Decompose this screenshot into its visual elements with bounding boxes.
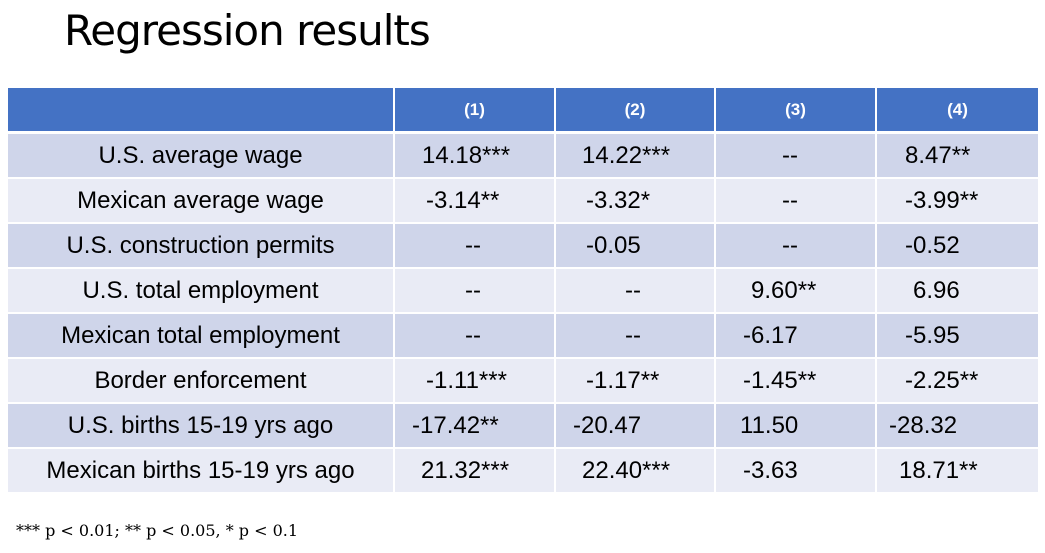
table-header-row: (1) (2) (3) (4) — [8, 88, 1038, 134]
coefficient-cell: 14.18*** — [394, 132, 556, 179]
table-row: Mexican average wage -3.14** -3.32* -- -… — [8, 178, 1038, 224]
coefficient-cell: -- — [394, 268, 556, 314]
coefficient-cell: 21.32*** — [394, 448, 556, 494]
coefficient-cell: -- — [394, 313, 556, 359]
coefficient-cell: -3.99** — [876, 178, 1038, 224]
coefficient-cell: -- — [715, 178, 877, 224]
row-label: Border enforcement — [8, 358, 395, 404]
table-row: Border enforcement -1.11*** -1.17** -1.4… — [8, 358, 1038, 404]
coefficient-cell: 6.96 — [876, 268, 1038, 314]
table-row: U.S. births 15-19 yrs ago -17.42** -20.4… — [8, 403, 1038, 449]
table-row: Mexican births 15-19 yrs ago 21.32*** 22… — [8, 448, 1038, 494]
table-row: Mexican total employment -- -- -6.17 -5.… — [8, 313, 1038, 359]
coefficient-cell: 8.47** — [876, 132, 1038, 179]
coefficient-cell: -3.32* — [555, 178, 716, 224]
row-label: Mexican total employment — [8, 313, 395, 359]
column-header-variable — [8, 88, 395, 134]
coefficient-cell: 22.40*** — [555, 448, 716, 494]
coefficient-cell: -- — [715, 223, 877, 269]
coefficient-cell: -20.47 — [555, 403, 716, 449]
coefficient-cell: -- — [555, 268, 716, 314]
slide-title: Regression results — [64, 6, 431, 55]
coefficient-cell: -17.42** — [394, 403, 556, 449]
column-header-1: (1) — [394, 88, 556, 134]
coefficient-cell: -3.14** — [394, 178, 556, 224]
coefficient-cell: -2.25** — [876, 358, 1038, 404]
coefficient-cell: -0.52 — [876, 223, 1038, 269]
table-row: U.S. average wage 14.18*** 14.22*** -- 8… — [8, 132, 1038, 179]
row-label: U.S. average wage — [8, 132, 395, 179]
coefficient-cell: 18.71** — [876, 448, 1038, 494]
coefficient-cell: -0.05 — [555, 223, 716, 269]
column-header-2: (2) — [555, 88, 716, 134]
coefficient-cell: -6.17 — [715, 313, 877, 359]
row-label: U.S. births 15-19 yrs ago — [8, 403, 395, 449]
coefficient-cell: -- — [555, 313, 716, 359]
regression-table: (1) (2) (3) (4) U.S. average wage 14.18*… — [8, 88, 1038, 494]
row-label: Mexican births 15-19 yrs ago — [8, 448, 395, 494]
coefficient-cell: -1.11*** — [394, 358, 556, 404]
column-header-3: (3) — [715, 88, 877, 134]
table-row: U.S. construction permits -- -0.05 -- -0… — [8, 223, 1038, 269]
coefficient-cell: 9.60** — [715, 268, 877, 314]
row-label: Mexican average wage — [8, 178, 395, 224]
table-row: U.S. total employment -- -- 9.60** 6.96 — [8, 268, 1038, 314]
coefficient-cell: 11.50 — [715, 403, 877, 449]
coefficient-cell: -1.17** — [555, 358, 716, 404]
coefficient-cell: 14.22*** — [555, 132, 716, 179]
coefficient-cell: -5.95 — [876, 313, 1038, 359]
coefficient-cell: -1.45** — [715, 358, 877, 404]
coefficient-cell: -3.63 — [715, 448, 877, 494]
significance-footnote: *** p < 0.01; ** p < 0.05, * p < 0.1 — [16, 521, 299, 540]
coefficient-cell: -- — [715, 132, 877, 179]
row-label: U.S. total employment — [8, 268, 395, 314]
coefficient-cell: -- — [394, 223, 556, 269]
coefficient-cell: -28.32 — [876, 403, 1038, 449]
column-header-4: (4) — [876, 88, 1038, 134]
row-label: U.S. construction permits — [8, 223, 395, 269]
